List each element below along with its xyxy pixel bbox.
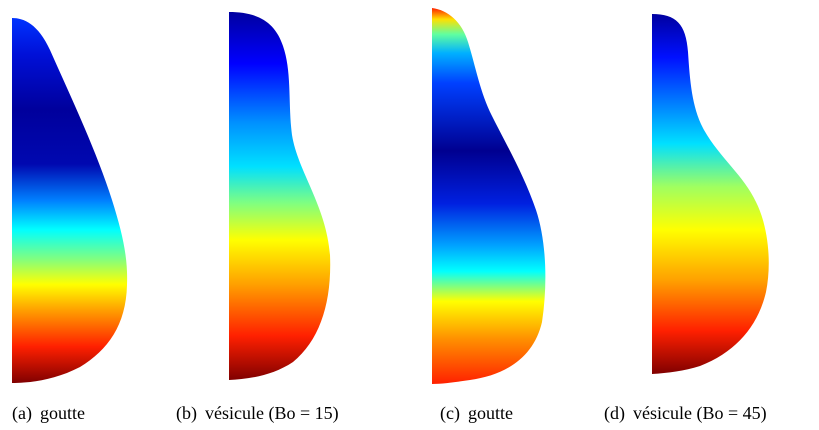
shape-d <box>652 14 769 374</box>
caption-c: (c) goutte <box>440 402 513 424</box>
shape-c <box>432 8 546 384</box>
shape-b <box>229 12 331 380</box>
caption-a-text: goutte <box>39 403 85 423</box>
caption-b-tag: (b) <box>176 403 197 423</box>
caption-b: (b) vésicule (Bo = 15) <box>176 402 339 424</box>
caption-a: (a) goutte <box>12 402 85 424</box>
caption-c-tag: (c) <box>440 403 460 423</box>
caption-b-text: vésicule (Bo = 15) <box>205 403 339 423</box>
caption-d-tag: (d) <box>604 403 625 423</box>
shape-a <box>12 18 128 383</box>
caption-a-tag: (a) <box>12 403 32 423</box>
caption-d: (d) vésicule (Bo = 45) <box>604 402 767 424</box>
caption-c-text: goutte <box>467 403 513 423</box>
caption-d-text: vésicule (Bo = 45) <box>633 403 767 423</box>
